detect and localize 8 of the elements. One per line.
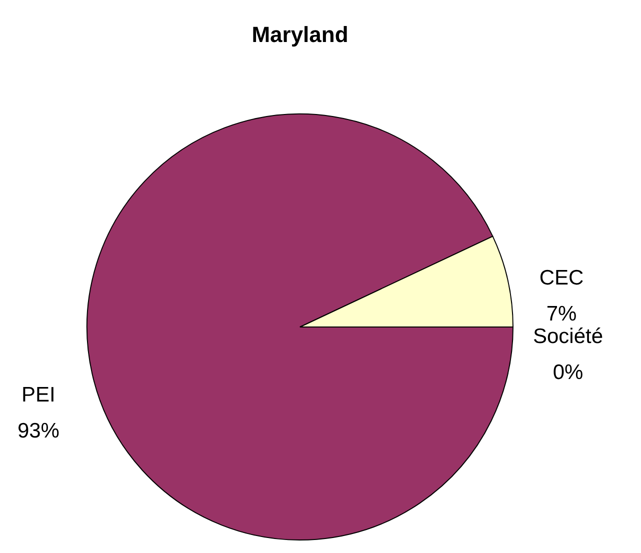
data-label: 7%: [546, 302, 577, 326]
slice-label: CEC: [539, 266, 584, 290]
category-label: Société: [532, 325, 604, 348]
pie-slice: [86, 114, 514, 540]
slice-label: PEI: [22, 383, 56, 406]
data-label: 93%: [17, 419, 60, 442]
text: 0%: [552, 361, 584, 384]
chart-title: Maryland: [252, 22, 348, 47]
